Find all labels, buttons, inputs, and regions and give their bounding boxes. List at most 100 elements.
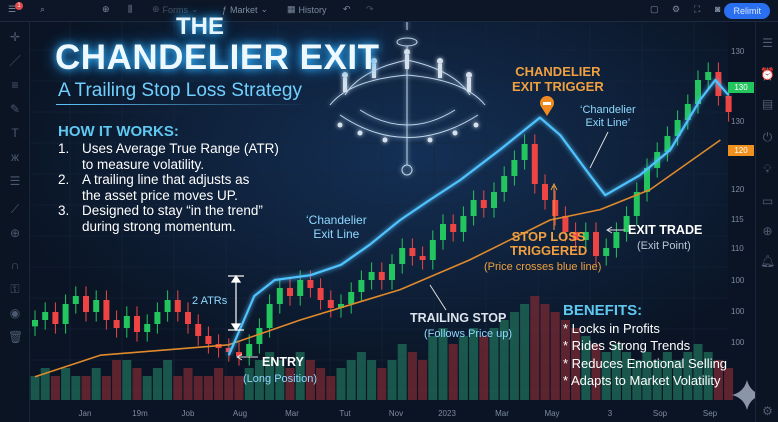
candle-body <box>623 216 630 232</box>
candle-body <box>399 248 406 264</box>
step-number: 3. <box>58 203 70 218</box>
chat-icon[interactable]: ▭ <box>761 194 774 208</box>
candles-icon[interactable]: ⫼ <box>128 4 133 14</box>
price-tick: 130 <box>731 47 745 56</box>
volume-bar <box>193 376 203 400</box>
volume-bar <box>489 328 499 400</box>
candle-body <box>429 240 436 260</box>
fullscreen-icon[interactable]: ⛶ <box>694 4 701 14</box>
time-tick: Aug <box>232 409 248 418</box>
candle-body <box>276 288 283 304</box>
eye-icon[interactable]: ◉ <box>9 306 21 320</box>
relimit-button[interactable]: Relimit <box>724 3 770 19</box>
settings-icon[interactable]: ⚙ <box>762 404 773 418</box>
time-tick: Tut <box>339 409 351 418</box>
volume-bar <box>622 352 632 400</box>
volume-bar <box>316 368 326 400</box>
how-it-works-step: during strong momentum. <box>58 219 279 235</box>
candle-body <box>52 312 59 324</box>
time-tick: Nov <box>388 409 404 418</box>
candle-body <box>450 224 457 232</box>
crosshair-icon[interactable]: ✛ <box>9 30 21 44</box>
alarm-icon[interactable]: ⏰ <box>760 67 775 81</box>
volume-bar <box>275 360 285 400</box>
power-icon[interactable]: ⏻ <box>762 130 773 144</box>
undo-icon[interactable]: ↶ <box>343 4 351 14</box>
volume-bar <box>244 368 254 400</box>
time-tick: Mar <box>495 409 509 418</box>
watchlist-icon[interactable]: ☰ <box>762 36 773 50</box>
candle-body <box>552 200 559 216</box>
candle-body <box>542 184 548 200</box>
volume-bar <box>652 360 662 400</box>
candle-body <box>664 136 671 152</box>
history-button[interactable]: ▦ History <box>287 4 327 15</box>
idea-icon[interactable]: 💡︎ <box>763 162 772 176</box>
exit-trade-label: EXIT TRADE <box>628 223 703 237</box>
volume-bar <box>336 368 346 400</box>
text-icon[interactable]: T <box>11 126 19 140</box>
bell-icon[interactable]: 🔔︎ <box>760 254 776 268</box>
camera-icon[interactable]: ◙ <box>715 4 721 14</box>
volume-bar <box>101 376 111 400</box>
broadcast-icon[interactable]: ⊕ <box>762 224 773 238</box>
candle-body <box>317 288 324 300</box>
volume-bar <box>662 352 672 400</box>
subtitle: A Trailing Stop Loss Strategy <box>58 80 302 101</box>
step-text: Uses Average True Range (ATR) <box>82 141 279 156</box>
ruler-icon[interactable]: ⟋ <box>10 202 20 216</box>
volume-bar <box>183 368 193 400</box>
candle-body <box>419 256 426 260</box>
candle-body <box>368 272 375 280</box>
forms-button[interactable]: ⊕ Forms ⌄ <box>152 4 199 15</box>
news-icon[interactable]: ▤ <box>761 97 774 111</box>
trendline-icon[interactable]: ／ <box>8 54 21 68</box>
candle-body <box>562 216 569 232</box>
pattern-icon[interactable]: ж <box>10 150 20 164</box>
candle-body <box>164 300 171 312</box>
market-button[interactable]: ƒ Market ⌄ <box>222 4 269 15</box>
candle-body <box>103 300 110 320</box>
candle-body <box>174 300 181 312</box>
how-it-works-step: 2. A trailing line that adjusts as <box>58 172 279 188</box>
sparkle-icon <box>732 380 762 410</box>
divider <box>56 104 311 105</box>
lock-icon[interactable]: ⚿ <box>10 282 20 296</box>
fib-icon[interactable]: ☰ <box>9 174 21 188</box>
volume-bar <box>611 344 621 400</box>
volume-bar <box>265 352 275 400</box>
page-title: CHANDELIER EXIT <box>55 38 380 77</box>
magnet-icon[interactable]: ∩ <box>10 258 20 272</box>
stop-loss-label: STOP LOSS TRIGGERED <box>510 229 588 258</box>
volume-bar <box>326 376 336 400</box>
brush-icon[interactable]: ✎ <box>9 102 21 116</box>
candle-body <box>644 168 650 192</box>
how-it-works-list: 1. Uses Average True Range (ATR) to measur… <box>58 141 279 234</box>
candle-body <box>205 336 212 344</box>
candle-body <box>409 248 416 256</box>
volume-bars <box>30 296 734 400</box>
candle-body <box>572 232 579 240</box>
atr-label: 2 ATRs <box>192 295 228 307</box>
lines-icon[interactable]: ≡ <box>11 78 19 92</box>
volume-bar <box>40 368 50 400</box>
volume-bar <box>479 336 489 400</box>
candle-body <box>501 176 508 192</box>
volume-bar <box>520 304 530 400</box>
step-number: 2. <box>58 172 70 187</box>
layout-icon[interactable]: ▢ <box>650 4 659 14</box>
volume-bar <box>367 360 377 400</box>
volume-bar <box>703 352 713 400</box>
benefits-heading: BENEFITS: <box>563 302 643 319</box>
search-icon[interactable]: ⌕ <box>40 4 46 14</box>
candle-body <box>511 160 518 176</box>
redo-icon[interactable]: ↷ <box>366 4 374 14</box>
atr-arrow <box>228 274 244 332</box>
trash-icon[interactable]: 🗑 <box>8 330 24 344</box>
zoom-icon[interactable]: ⊕ <box>9 226 21 240</box>
menu-icon[interactable]: ☰ 1 <box>8 1 24 15</box>
candle-body <box>32 320 38 327</box>
gear-icon[interactable]: ⚙ <box>672 4 681 14</box>
add-icon[interactable]: ⊕ <box>102 4 110 14</box>
